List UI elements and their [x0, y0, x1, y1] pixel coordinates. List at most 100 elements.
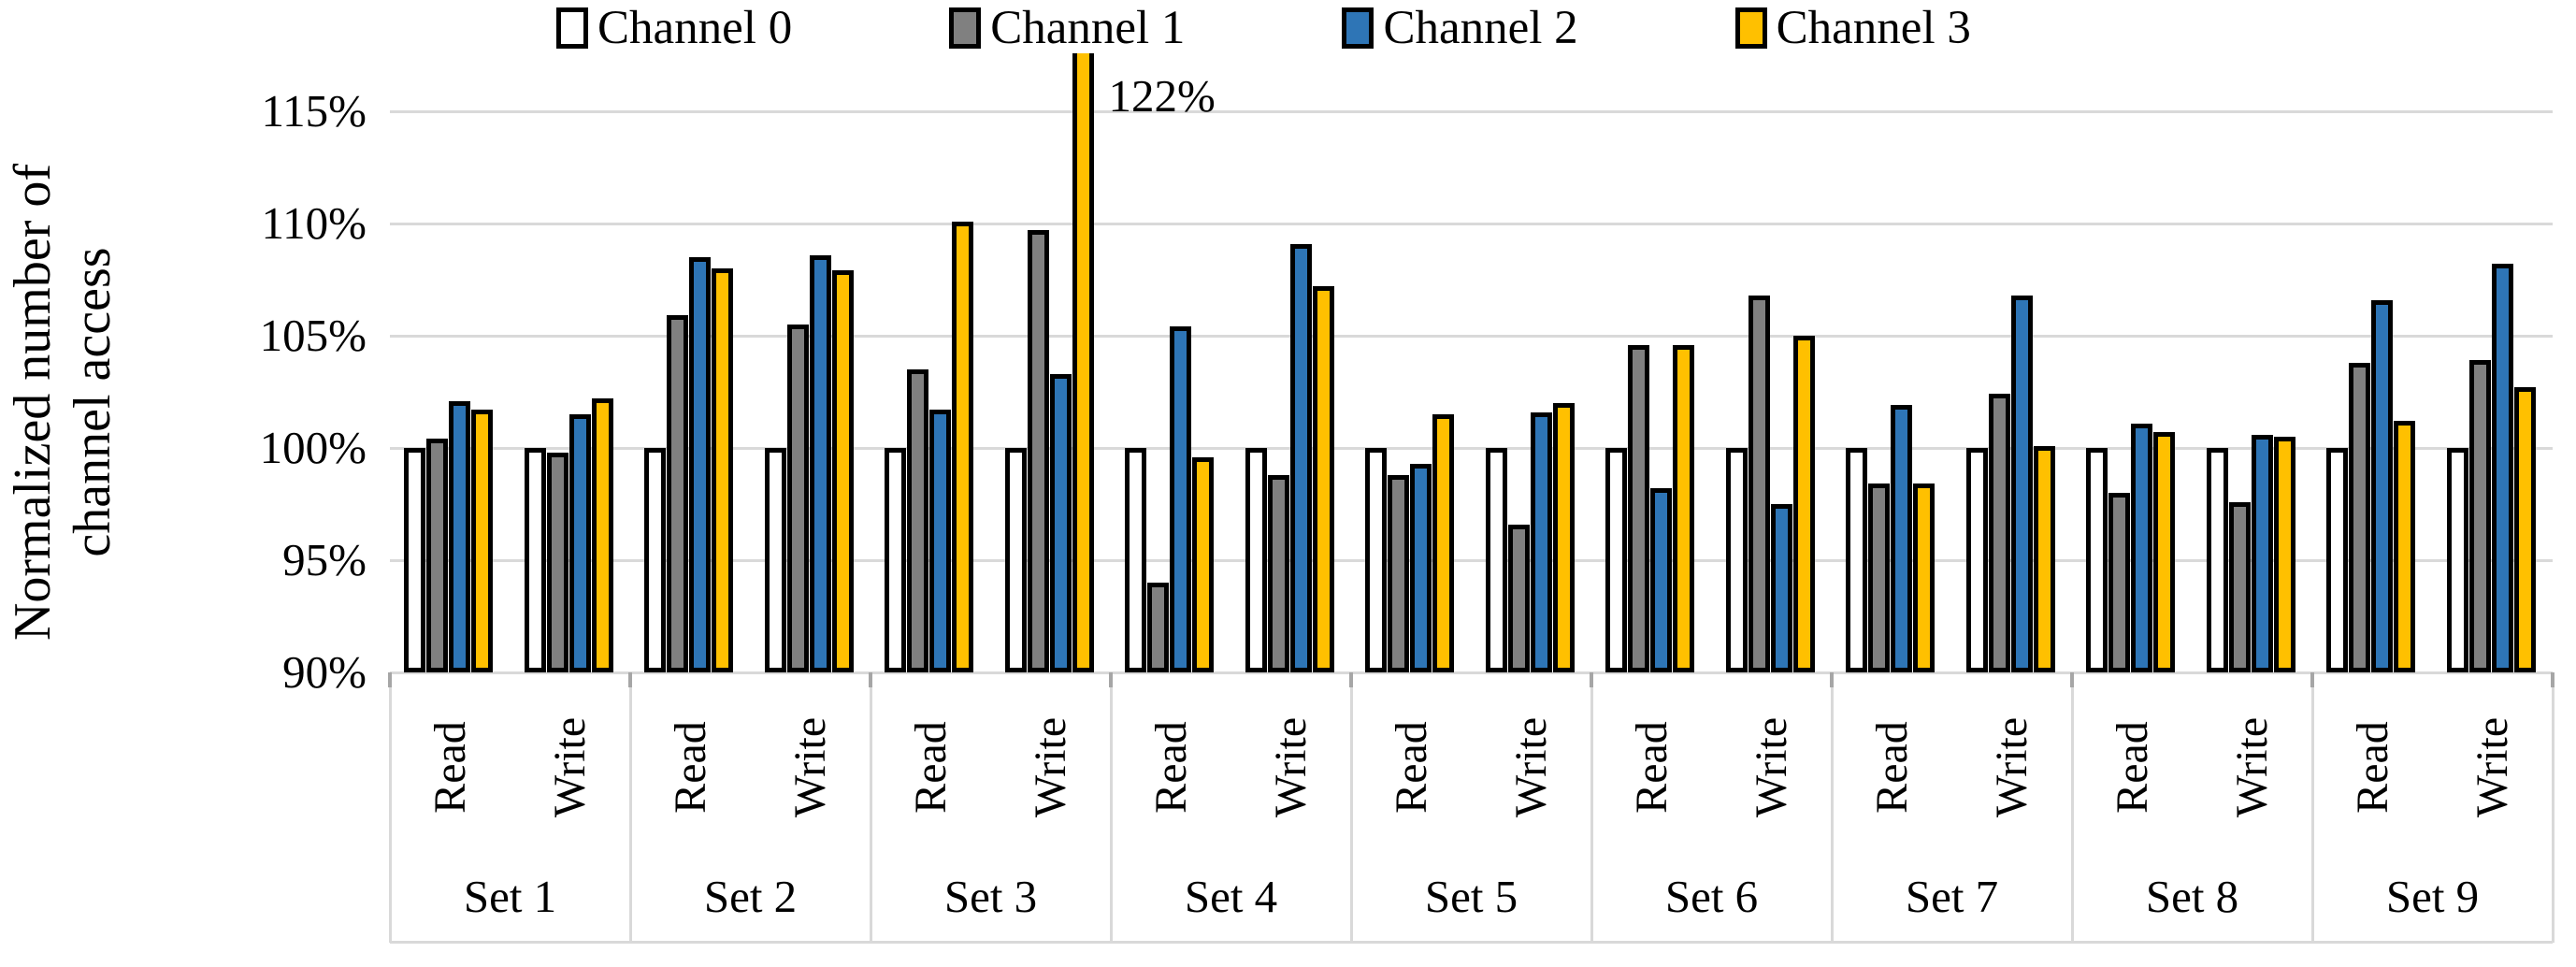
set-label-5: Set 5: [1424, 871, 1518, 922]
bar-set-4-read-channel-0: [1125, 448, 1146, 672]
bar-set-8-read-channel-3: [2153, 432, 2175, 672]
bar-set-3-write-channel-2: [1049, 373, 1072, 672]
bar-set-7-write-channel-1: [1988, 394, 2010, 672]
op-label-text: Write: [1266, 716, 1317, 818]
set-label-6: Set 6: [1664, 871, 1759, 922]
bar-set-4-read-channel-2: [1170, 326, 1191, 672]
axis-tick-0: [388, 672, 392, 687]
op-label-set-6-read: Read: [1623, 681, 1679, 854]
op-label-set-2-write: Write: [783, 681, 839, 854]
op-label-set-2-read: Read: [662, 681, 718, 854]
bar-set-8-read-channel-0: [2086, 448, 2108, 672]
bar-set-8-write-channel-2: [2251, 434, 2273, 672]
op-label-set-8-read: Read: [2104, 681, 2160, 854]
bar-set-4-write-channel-0: [1245, 448, 1267, 672]
op-label-text: Read: [905, 721, 956, 814]
bar-set-6-read-channel-1: [1628, 344, 1649, 672]
bar-set-1-write-channel-3: [591, 398, 613, 672]
set-label-2: Set 2: [703, 871, 798, 922]
bar-set-3-read-channel-1: [907, 369, 928, 672]
bar-set-7-read-channel-1: [1868, 484, 1890, 672]
gridline-95-percent: [390, 559, 2553, 562]
op-label-text: Read: [1386, 721, 1436, 814]
bar-set-1-read-channel-0: [404, 448, 425, 672]
bar-set-5-write-channel-0: [1485, 448, 1507, 672]
bar-set-6-read-channel-2: [1650, 488, 1672, 672]
bar-set-2-write-channel-0: [764, 448, 786, 672]
set-divider-6: [1831, 672, 1834, 943]
bar-set-5-read-channel-0: [1365, 448, 1387, 672]
bar-set-5-read-channel-1: [1388, 474, 1409, 672]
bar-set-4-read-channel-1: [1147, 583, 1169, 672]
bar-set-6-write-channel-1: [1748, 295, 1770, 672]
gridline-105-percent: [390, 335, 2553, 338]
axis-tick-1: [628, 672, 632, 687]
bar-set-3-write-channel-1: [1027, 230, 1049, 672]
axis-tick-9: [2551, 672, 2554, 687]
legend-label-channel-2: Channel 2: [1383, 2, 1578, 54]
bar-set-1-read-channel-1: [426, 439, 448, 672]
legend-swatch-channel-2: [1342, 7, 1374, 49]
bar-set-3-read-channel-3: [952, 221, 973, 672]
set-label-1: Set 1: [463, 871, 557, 922]
gridline-110-percent: [390, 223, 2553, 225]
bar-set-6-write-channel-2: [1770, 504, 1792, 672]
bar-set-1-write-channel-0: [524, 448, 546, 672]
y-tick-label-90-percent: 90%: [282, 646, 367, 698]
y-tick-label-115-percent: 115%: [261, 85, 367, 137]
op-label-set-3-write: Write: [1023, 681, 1079, 854]
op-label-set-9-write: Write: [2465, 681, 2521, 854]
op-label-set-5-write: Write: [1504, 681, 1560, 854]
op-label-text: Read: [1626, 721, 1677, 814]
op-label-text: Write: [545, 716, 596, 818]
op-label-set-8-write: Write: [2224, 681, 2281, 854]
bar-set-9-write-channel-0: [2446, 448, 2468, 672]
bar-set-2-read-channel-0: [644, 448, 666, 672]
legend-item-channel-2: Channel 2: [1342, 2, 1578, 54]
op-label-text: Read: [2347, 721, 2397, 814]
set-label-7: Set 7: [1905, 871, 1999, 922]
op-label-set-9-read: Read: [2344, 681, 2400, 854]
op-label-text: Write: [2468, 716, 2518, 818]
gridline-90-percent: [390, 671, 2553, 674]
bar-set-1-read-channel-3: [471, 410, 493, 672]
set-divider-4: [1350, 672, 1353, 943]
legend-item-channel-1: Channel 1: [949, 2, 1185, 54]
bar-set-9-write-channel-3: [2513, 387, 2536, 672]
set-divider-9: [2552, 672, 2554, 943]
bar-set-8-read-channel-1: [2108, 493, 2130, 672]
bar-set-1-read-channel-2: [449, 400, 470, 672]
op-label-set-6-write: Write: [1744, 681, 1800, 854]
bar-set-2-read-channel-1: [667, 315, 688, 672]
op-label-text: Write: [1506, 716, 1557, 818]
bar-set-3-read-channel-0: [885, 448, 906, 672]
axis-tick-8: [2310, 672, 2314, 687]
y-tick-label-100-percent: 100%: [259, 422, 367, 473]
bar-set-7-write-channel-3: [2033, 445, 2055, 672]
set-divider-7: [2071, 672, 2074, 943]
bar-set-6-write-channel-0: [1725, 448, 1748, 672]
op-label-set-7-read: Read: [1864, 681, 1920, 854]
bar-set-6-write-channel-3: [1792, 336, 1815, 672]
bar-set-8-write-channel-0: [2206, 448, 2228, 672]
bar-set-9-read-channel-3: [2394, 421, 2415, 672]
bar-set-5-write-channel-2: [1530, 411, 1552, 672]
legend-swatch-channel-3: [1734, 7, 1767, 49]
bar-set-8-write-channel-3: [2273, 437, 2295, 672]
y-tick-label-95-percent: 95%: [282, 534, 367, 585]
bar-set-2-write-channel-3: [831, 270, 854, 672]
op-label-text: Read: [665, 721, 715, 814]
set-label-9: Set 9: [2385, 871, 2480, 922]
op-label-set-1-write: Write: [542, 681, 598, 854]
set-divider-2: [870, 672, 872, 943]
legend: Channel 0 Channel 1 Channel 2 Channel 3: [556, 2, 1971, 54]
axis-tick-3: [1109, 672, 1113, 687]
bar-set-4-write-channel-1: [1267, 474, 1289, 672]
op-label-text: Write: [1987, 716, 2037, 818]
bar-set-9-read-channel-1: [2349, 362, 2370, 672]
bar-set-4-write-channel-3: [1312, 286, 1334, 672]
bar-set-1-write-channel-2: [568, 414, 591, 672]
op-label-set-4-write: Write: [1263, 681, 1319, 854]
axis-bottom-line: [390, 941, 2553, 944]
annotation-122-percent: 122%: [1108, 70, 1216, 122]
